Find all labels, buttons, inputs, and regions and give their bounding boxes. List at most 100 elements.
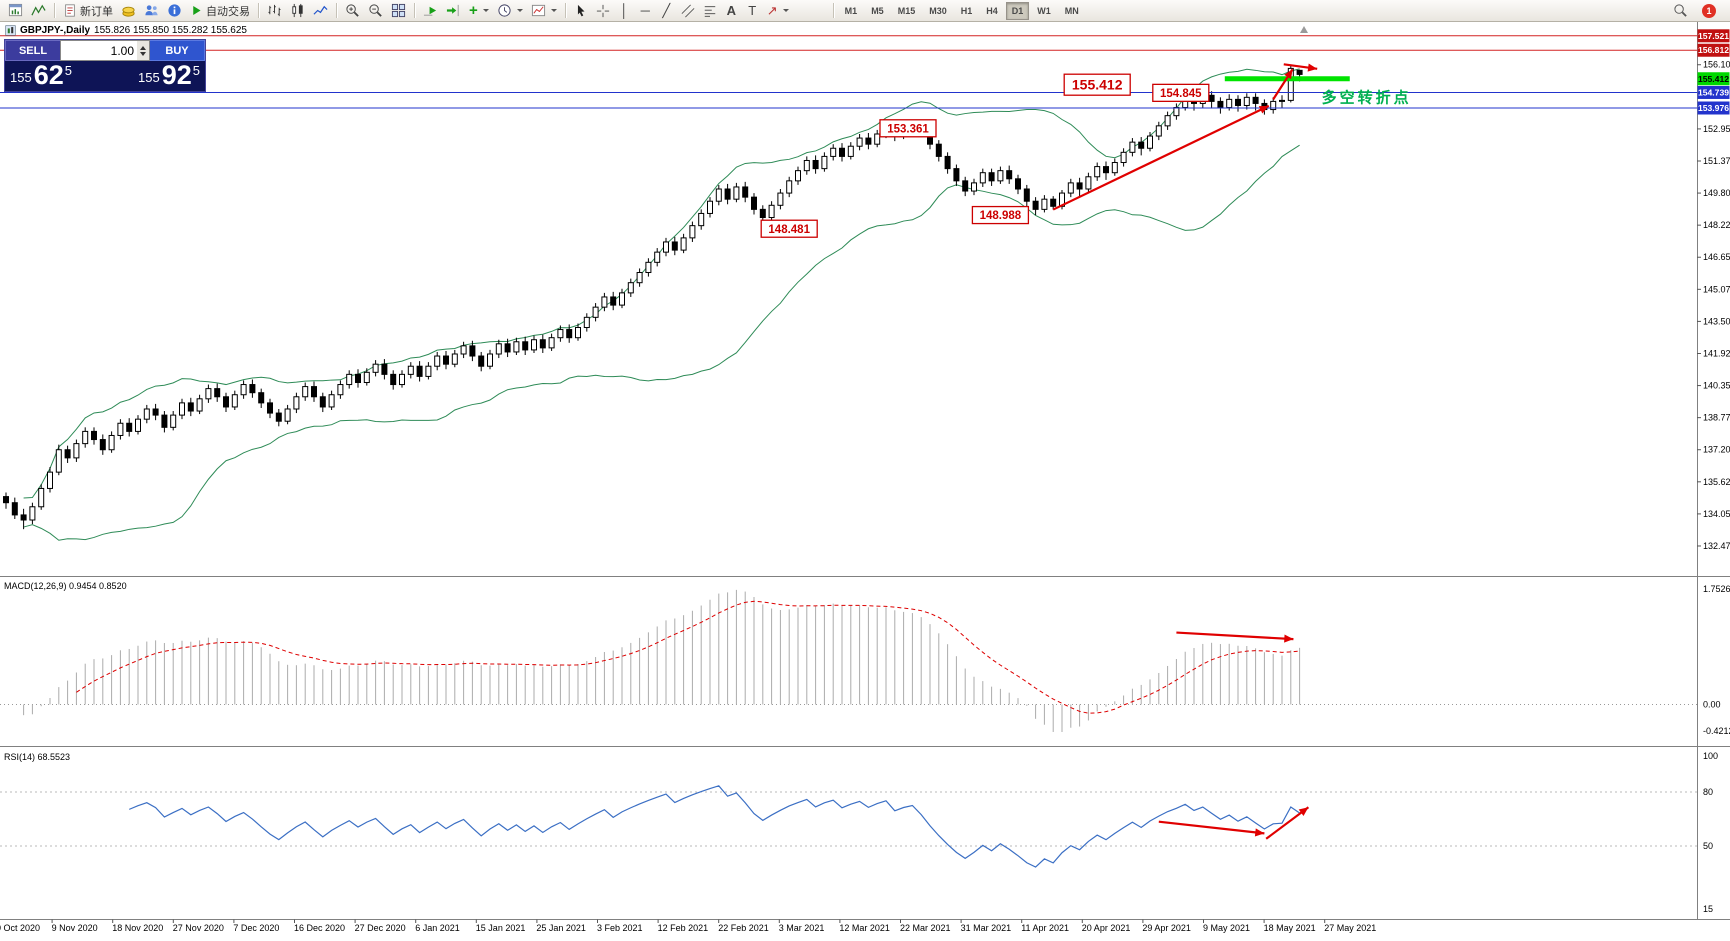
svg-text:151.375: 151.375 xyxy=(1703,156,1730,166)
main-toolbar: 新订单 自动交易 xyxy=(0,0,1730,22)
svg-text:148.481: 148.481 xyxy=(768,224,810,236)
ask-big-digits: 92 xyxy=(161,60,192,90)
line-chart-mode-button[interactable] xyxy=(309,1,332,21)
line-chart-icon xyxy=(313,5,328,15)
volume-input[interactable]: 1.00 xyxy=(60,40,150,61)
volume-up-icon[interactable] xyxy=(140,45,146,50)
timeframe-group: M1 M5 M15 M30 H1 H4 D1 W1 MN xyxy=(838,1,1086,20)
text-label-icon: T xyxy=(748,3,757,18)
price-annotation-box[interactable] xyxy=(879,119,937,138)
crosshair-tool-button[interactable] xyxy=(592,1,614,21)
notification-badge: 1 xyxy=(1702,3,1716,18)
new-chart-button[interactable] xyxy=(4,1,27,21)
volume-down-icon[interactable] xyxy=(140,51,146,56)
svg-text:3 Feb 2021: 3 Feb 2021 xyxy=(597,923,643,933)
accounts-button[interactable] xyxy=(140,1,163,21)
tick-chart-button[interactable] xyxy=(27,1,50,21)
svg-text:3 Mar 2021: 3 Mar 2021 xyxy=(779,923,825,933)
new-chart-icon xyxy=(8,3,23,17)
price-tag xyxy=(1697,101,1730,115)
scroll-marker[interactable] xyxy=(1300,26,1308,33)
timeframe-h4-button[interactable]: H4 xyxy=(980,2,1004,20)
sell-button[interactable]: SELL xyxy=(5,40,60,61)
svg-text:100: 100 xyxy=(1703,751,1718,761)
timeframe-mn-button[interactable]: MN xyxy=(1059,2,1085,20)
svg-text:140.350: 140.350 xyxy=(1703,381,1730,391)
candles xyxy=(3,65,1303,530)
search-icon xyxy=(1674,4,1687,17)
indicators-button[interactable]: + xyxy=(465,1,493,21)
channel-tool-button[interactable] xyxy=(677,1,699,21)
timeframe-m5-button[interactable]: M5 xyxy=(865,2,890,20)
zoom-out-icon xyxy=(369,4,382,17)
horizontal-line-tool-button[interactable]: ─ xyxy=(635,1,656,21)
price-annotation-box[interactable] xyxy=(971,205,1030,225)
svg-text:12 Feb 2021: 12 Feb 2021 xyxy=(658,923,709,933)
svg-text:155.412: 155.412 xyxy=(1698,74,1729,84)
new-order-label: 新订单 xyxy=(80,5,113,18)
vertical-line-tool-button[interactable]: │ xyxy=(614,1,635,21)
search-button[interactable] xyxy=(1669,1,1692,21)
new-order-button[interactable]: 新订单 xyxy=(59,1,117,21)
toolbar-separator xyxy=(54,3,55,18)
arrows-tool-button[interactable]: ↗ xyxy=(763,1,793,21)
chart-shift-button[interactable] xyxy=(442,1,465,21)
fibonacci-tool-button[interactable] xyxy=(699,1,721,21)
price-annotations[interactable]: 155.412 154.845 153.361 148.481 148.988 xyxy=(760,73,1210,238)
ask-price[interactable]: 155 92 5 xyxy=(138,60,200,90)
zoom-out-button[interactable] xyxy=(364,1,387,21)
turning-point-note[interactable]: 多空转折点 xyxy=(1322,88,1412,106)
periods-button[interactable] xyxy=(493,1,527,21)
one-click-trading-panel: SELL 1.00 BUY 155 62 5 155 92 5 xyxy=(5,40,205,92)
timeframe-h1-button[interactable]: H1 xyxy=(955,2,979,20)
toolbar-separator xyxy=(564,3,566,18)
zoom-in-button[interactable] xyxy=(341,1,364,21)
bid-price[interactable]: 155 62 5 xyxy=(10,61,72,88)
autotrading-button[interactable]: 自动交易 xyxy=(186,1,254,21)
date-axis[interactable]: 30 Oct 2020 9 Nov 2020 18 Nov 2020 27 Nov 2… xyxy=(0,919,1376,934)
crosshair-icon xyxy=(596,4,609,17)
deposit-button[interactable] xyxy=(117,1,140,21)
volume-value[interactable]: 1.00 xyxy=(110,43,134,58)
trend-arrow[interactable] xyxy=(1176,631,1294,641)
svg-text:154.845: 154.845 xyxy=(1160,88,1202,100)
cursor-tool-button[interactable] xyxy=(570,1,592,21)
timeframe-m1-button[interactable]: M1 xyxy=(839,2,864,20)
auto-scroll-icon xyxy=(423,6,437,16)
trend-arrows[interactable] xyxy=(1052,63,1318,840)
buy-button[interactable]: BUY xyxy=(150,40,205,61)
trendline-tool-button[interactable]: ╱ xyxy=(656,1,677,21)
price-annotation-box[interactable] xyxy=(1152,83,1210,103)
notifications-button[interactable]: 1 xyxy=(1698,1,1720,21)
svg-text:146.650: 146.650 xyxy=(1703,252,1730,262)
svg-text:29 Apr 2021: 29 Apr 2021 xyxy=(1142,923,1191,933)
text-tool-button[interactable]: A xyxy=(721,1,742,21)
info-button[interactable] xyxy=(163,1,186,21)
timeframe-d1-button[interactable]: D1 xyxy=(1005,1,1030,20)
bar-chart-mode-button[interactable] xyxy=(263,1,286,21)
candlestick-mode-button[interactable] xyxy=(286,1,309,21)
chart-title: GBPJPY-,Daily 155.826 155.850 155.282 15… xyxy=(5,25,247,36)
dropdown-caret xyxy=(782,9,789,12)
price-scale[interactable]: 156.100 152.950 151.375 149.800 148.225 146.6… xyxy=(1697,29,1730,551)
volume-spinner[interactable] xyxy=(137,41,149,60)
trend-arrow[interactable] xyxy=(1158,820,1265,835)
text-label-tool-button[interactable]: T xyxy=(742,1,763,21)
trend-arrow[interactable] xyxy=(1052,104,1270,211)
timeframe-m30-button[interactable]: M30 xyxy=(923,2,953,20)
new-order-icon xyxy=(65,4,75,17)
horizontal-level-lines[interactable] xyxy=(0,35,1697,109)
svg-text:22 Feb 2021: 22 Feb 2021 xyxy=(718,923,769,933)
tile-windows-button[interactable] xyxy=(387,1,410,21)
auto-scroll-button[interactable] xyxy=(419,1,442,21)
price-annotation-box[interactable] xyxy=(1063,73,1131,96)
price-tag xyxy=(1697,29,1730,43)
svg-text:135.625: 135.625 xyxy=(1703,477,1730,487)
rsi-label: RSI(14) 68.5523 xyxy=(4,752,70,762)
price-annotation-box[interactable] xyxy=(760,219,818,238)
timeframe-w1-button[interactable]: W1 xyxy=(1031,2,1057,20)
templates-button[interactable] xyxy=(527,1,561,21)
timeframe-m15-button[interactable]: M15 xyxy=(892,2,922,20)
